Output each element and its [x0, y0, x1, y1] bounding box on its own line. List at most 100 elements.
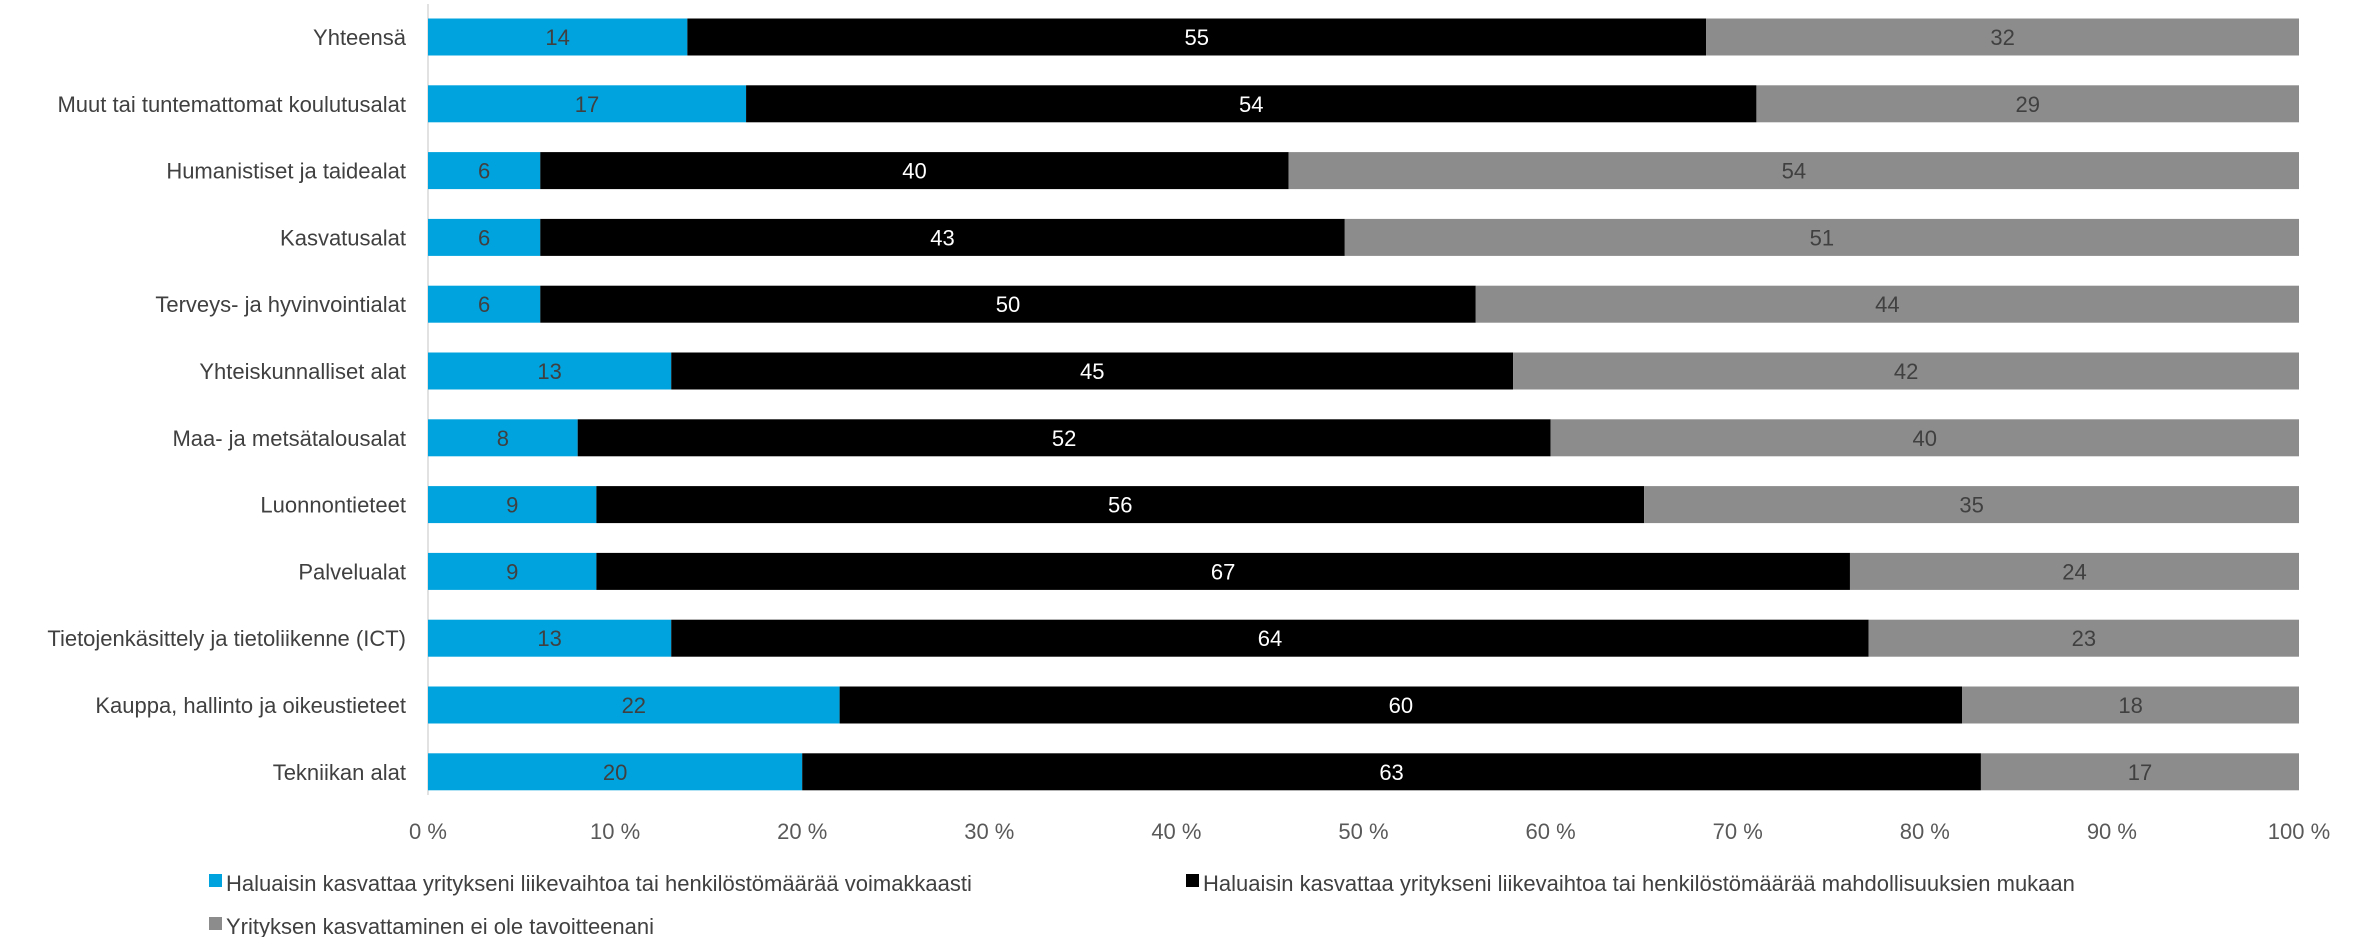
bar-segment	[671, 619, 1869, 657]
data-label: 6	[478, 225, 490, 250]
data-label: 22	[622, 693, 646, 718]
data-label: 52	[1052, 426, 1076, 451]
bar-segment	[839, 686, 1963, 724]
bar-segment	[687, 18, 1707, 56]
data-label: 50	[996, 292, 1020, 317]
data-label: 13	[537, 626, 561, 651]
bar-segment	[1550, 419, 2299, 457]
data-label: 55	[1185, 25, 1209, 50]
legend-swatch	[209, 874, 222, 887]
x-tick-label: 20 %	[777, 819, 827, 844]
data-label: 6	[478, 292, 490, 317]
bar-segment	[428, 753, 803, 791]
x-tick-label: 60 %	[1526, 819, 1576, 844]
x-axis-ticks: 0 % 10 % 20 % 30 % 40 % 50 % 60 % 70 % 80 % 90 % 1…	[409, 819, 2330, 844]
data-label: 67	[1211, 559, 1235, 584]
bar-segment	[1706, 18, 2299, 56]
bar-segment	[428, 218, 541, 256]
bar-segment	[1475, 285, 2299, 323]
x-tick-label: 40 %	[1151, 819, 1201, 844]
x-tick-label: 0 %	[409, 819, 447, 844]
data-label: 9	[506, 559, 518, 584]
bar-segment	[540, 218, 1345, 256]
data-label: 13	[537, 359, 561, 384]
data-label: 64	[1258, 626, 1282, 651]
data-label: 40	[1913, 426, 1937, 451]
data-label: 29	[2015, 92, 2039, 117]
x-tick-label: 100 %	[2268, 819, 2330, 844]
bar-segment	[1288, 152, 2299, 190]
bars-layer	[427, 4, 2299, 795]
bar-segment	[428, 285, 541, 323]
x-tick-label: 70 %	[1713, 819, 1763, 844]
bar-segment	[428, 419, 578, 457]
category-label: Luonnontieteet	[260, 493, 406, 518]
data-label: 44	[1875, 292, 1899, 317]
data-label: 42	[1894, 359, 1918, 384]
data-label: 60	[1389, 693, 1413, 718]
legend-label: Haluaisin kasvattaa yritykseni liikevaih…	[226, 871, 972, 896]
x-tick-label: 90 %	[2087, 819, 2137, 844]
data-label: 54	[1239, 92, 1263, 117]
bar-segment	[540, 285, 1476, 323]
bar-segment	[1980, 753, 2299, 791]
data-label: 8	[497, 426, 509, 451]
data-label: 14	[545, 25, 569, 50]
data-label: 20	[603, 760, 627, 785]
bar-segment	[1756, 85, 2299, 123]
x-tick-label: 30 %	[964, 819, 1014, 844]
bar-segment	[428, 486, 597, 524]
bar-segment	[596, 552, 1850, 590]
category-label: Yhteiskunnalliset alat	[199, 359, 406, 384]
category-label: Kauppa, hallinto ja oikeustieteet	[95, 693, 406, 718]
category-label: Maa- ja metsätalousalat	[172, 426, 406, 451]
bar-segment	[1344, 218, 2299, 256]
category-label: Kasvatusalat	[280, 225, 406, 250]
x-tick-label: 10 %	[590, 819, 640, 844]
category-label: Humanistiset ja taidealat	[166, 159, 406, 184]
bar-segment	[1962, 686, 2299, 724]
legend-swatch	[209, 917, 222, 930]
bar-segment	[428, 18, 688, 56]
bar-segment	[428, 85, 747, 123]
bar-segment	[596, 486, 1645, 524]
category-label: Palvelualat	[298, 559, 406, 584]
legend-swatch	[1186, 874, 1199, 887]
bar-segment	[428, 352, 672, 390]
data-label: 43	[930, 225, 954, 250]
bar-segment	[1644, 486, 2299, 524]
x-tick-label: 80 %	[1900, 819, 1950, 844]
data-label: 56	[1108, 493, 1132, 518]
data-label: 17	[2128, 760, 2152, 785]
data-label: 63	[1379, 760, 1403, 785]
category-label: Muut tai tuntemattomat koulutusalat	[57, 92, 406, 117]
legend-label: Haluaisin kasvattaa yritykseni liikevaih…	[1203, 871, 2075, 896]
bar-segment	[577, 419, 1551, 457]
data-label: 9	[506, 493, 518, 518]
bar-segment	[1513, 352, 2299, 390]
bar-segment	[802, 753, 1981, 791]
legend: Haluaisin kasvattaa yritykseni liikevaih…	[209, 871, 2075, 937]
category-label: Tekniikan alat	[273, 760, 406, 785]
bar-segment	[428, 686, 840, 724]
data-label: 35	[1959, 493, 1983, 518]
data-label: 45	[1080, 359, 1104, 384]
data-label: 18	[2118, 693, 2142, 718]
bar-segment	[540, 152, 1289, 190]
data-label: 32	[1990, 25, 2014, 50]
data-label: 24	[2062, 559, 2086, 584]
x-tick-label: 50 %	[1338, 819, 1388, 844]
data-label: 54	[1782, 159, 1806, 184]
bar-segment	[1849, 552, 2299, 590]
category-label: Yhteensä	[313, 25, 407, 50]
data-label: 23	[2072, 626, 2096, 651]
bar-segment	[671, 352, 1514, 390]
bar-segment	[428, 619, 672, 657]
bar-segment	[428, 152, 541, 190]
bar-segment	[1868, 619, 2299, 657]
data-label: 40	[902, 159, 926, 184]
bar-segment	[746, 85, 1757, 123]
data-label: 51	[1810, 225, 1834, 250]
category-label: Tietojenkäsittely ja tietoliikenne (ICT)	[47, 626, 406, 651]
